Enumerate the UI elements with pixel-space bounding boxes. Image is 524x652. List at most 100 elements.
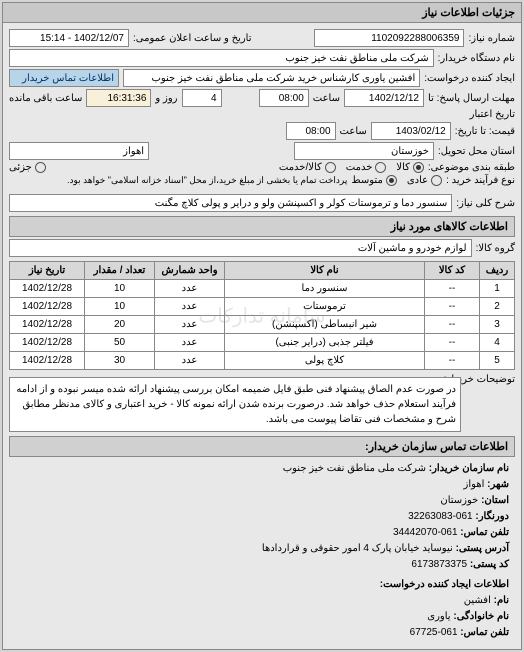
radio-icon (325, 162, 336, 173)
details-panel: جزئیات اطلاعات نیاز شماره نیاز: 11020922… (2, 2, 522, 650)
fax-value: 061-32263083 (408, 511, 473, 522)
need-title-field: سنسور دما و ترموستات کولر و اکسپنشن ولو … (9, 194, 452, 212)
process-label: نوع فرآیند خرید : (446, 175, 515, 186)
group-label: طبقه بندی موضوعی: (428, 162, 515, 173)
table-cell: عدد (155, 316, 225, 334)
col-qty: تعداد / مقدار (85, 262, 155, 280)
need-title-label: شرح کلی نیاز: (456, 198, 515, 209)
post-label: کد پستی: (470, 559, 509, 570)
table-cell: 1402/12/28 (10, 316, 85, 334)
announce-field: 1402/12/07 - 15:14 (9, 29, 129, 47)
remaining-time-field: 16:31:36 (86, 89, 151, 107)
radio-motavaset[interactable]: متوسط (351, 175, 396, 186)
radio-kala-khedmat[interactable]: کالا/خدمت (279, 162, 336, 173)
table-cell: -- (425, 352, 480, 370)
table-cell: 1402/12/28 (10, 352, 85, 370)
lname-label: نام خانوادگی: (453, 611, 509, 622)
deadline-time-field: 08:00 (259, 89, 309, 107)
col-code: کد کالا (425, 262, 480, 280)
province-label: استان محل تحویل: (438, 146, 515, 157)
table-cell: 50 (85, 334, 155, 352)
table-cell: کلاچ پولی (225, 352, 425, 370)
fax-label: دورنگار: (475, 511, 509, 522)
table-cell: 4 (480, 334, 515, 352)
table-cell: 30 (85, 352, 155, 370)
info-body: شماره نیاز: 1102092288006359 تاریخ و ساع… (3, 23, 521, 649)
table-row: 2--ترموستاتعدد101402/12/28 (10, 298, 515, 316)
radio-kala[interactable]: کالا (396, 162, 424, 173)
req-section-label: اطلاعات ایجاد کننده درخواست: (380, 579, 509, 590)
table-cell: 3 (480, 316, 515, 334)
quote-label: قیمت: تا تاریخ: (455, 126, 515, 137)
day-label: روز و (155, 93, 177, 104)
goods-table-wrap: ردیف کد کالا نام کالا واحد شمارش تعداد /… (9, 261, 515, 370)
panel-title: جزئیات اطلاعات نیاز (3, 3, 521, 23)
contact-block: نام سازمان خریدار: شرکت ملی مناطق نفت خی… (9, 457, 515, 645)
addr-label: آدرس پستی: (456, 543, 509, 554)
table-cell: سنسور دما (225, 280, 425, 298)
table-cell: -- (425, 316, 480, 334)
table-row: 3--شیر انبساطی (اکسپنشن)عدد201402/12/28 (10, 316, 515, 334)
table-cell: عدد (155, 334, 225, 352)
radio-adi[interactable]: عادی (407, 175, 442, 186)
contact-section-title: اطلاعات تماس سازمان خریدار: (9, 436, 515, 457)
table-cell: فیلتر جذبی (درایر جنبی) (225, 334, 425, 352)
rtel-label: تلفن تماس: (460, 627, 509, 638)
deadline-label: مهلت ارسال پاسخ: تا (428, 93, 515, 104)
table-cell: 1402/12/28 (10, 298, 85, 316)
table-cell: 1402/12/28 (10, 334, 85, 352)
radio-icon (431, 175, 442, 186)
goods-group-field: لوازم خودرو و ماشین آلات (9, 239, 472, 257)
city-value: اهواز (464, 479, 485, 490)
day-count-field: 4 (182, 89, 222, 107)
radio-icon (35, 162, 46, 173)
announce-label: تاریخ و ساعت اعلان عمومی: (133, 33, 252, 44)
table-header-row: ردیف کد کالا نام کالا واحد شمارش تعداد /… (10, 262, 515, 280)
fname-label: نام: (494, 595, 509, 606)
table-row: 1--سنسور دماعدد101402/12/28 (10, 280, 515, 298)
time-label-1: ساعت (313, 93, 340, 104)
group-radio-group: کالا خدمت کالا/خدمت (279, 162, 424, 173)
rtel-value: 061-67725 (410, 627, 458, 638)
addr-value: نیوساید خیابان پارک 4 امور حقوقی و قرارد… (262, 543, 453, 554)
buyer-contact-button[interactable]: اطلاعات تماس خریدار (9, 69, 119, 87)
deadline-date-field: 1402/12/12 (344, 89, 424, 107)
table-row: 5--کلاچ پولیعدد301402/12/28 (10, 352, 515, 370)
requester-field: افشین یاوری کارشناس خرید شرکت ملی مناطق … (123, 69, 420, 87)
prov-label: استان: (481, 495, 509, 506)
province-field: خوزستان (294, 142, 434, 160)
buyer-name-field: شرکت ملی مناطق نفت خیز جنوب (9, 49, 434, 67)
radio-jozei[interactable]: جزئی (9, 162, 46, 173)
col-date: تاریخ نیاز (10, 262, 85, 280)
radio-icon (386, 175, 397, 186)
tel-label: تلفن تماس: (460, 527, 509, 538)
fname-value: افشین (464, 595, 491, 606)
requester-label: ایجاد کننده درخواست: (424, 73, 515, 84)
lname-value: یاوری (427, 611, 450, 622)
validity-time-field: 08:00 (286, 122, 336, 140)
org-label: نام سازمان خریدار: (429, 463, 509, 474)
col-unit: واحد شمارش (155, 262, 225, 280)
validity-date-field: 1403/02/12 (371, 122, 451, 140)
city-label: شهر: (487, 479, 509, 490)
buyer-name-label: نام دستگاه خریدار: (438, 53, 515, 64)
goods-group-label: گروه کالا: (476, 243, 515, 254)
tel-value: 061-34442070 (393, 527, 458, 538)
post-value: 6173873375 (411, 559, 467, 570)
table-cell: ترموستات (225, 298, 425, 316)
table-cell: عدد (155, 280, 225, 298)
req-number-field: 1102092288006359 (314, 29, 464, 47)
note-label: توضیحات خریدار: (465, 374, 515, 385)
radio-khedmat[interactable]: خدمت (346, 162, 387, 173)
table-cell: 2 (480, 298, 515, 316)
prov-value: خوزستان (440, 495, 478, 506)
process-radio-group: عادی متوسط (351, 175, 442, 186)
table-cell: عدد (155, 298, 225, 316)
table-cell: عدد (155, 352, 225, 370)
col-name: نام کالا (225, 262, 425, 280)
table-cell: -- (425, 298, 480, 316)
remaining-label: ساعت باقی مانده (9, 93, 82, 104)
table-cell: 10 (85, 280, 155, 298)
goods-table: ردیف کد کالا نام کالا واحد شمارش تعداد /… (9, 261, 515, 370)
table-cell: 20 (85, 316, 155, 334)
